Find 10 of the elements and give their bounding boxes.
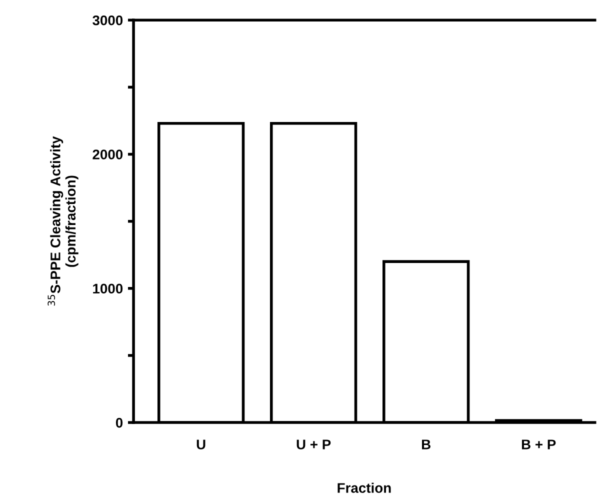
y-tick-label: 2000	[92, 150, 123, 160]
x-tick-label: B + P	[522, 440, 556, 450]
y-tick-label: 3000	[92, 15, 123, 26]
y-tick-label: 1000	[93, 284, 123, 294]
x-tick-label: B	[422, 440, 430, 450]
x-axis-title: Fraction	[338, 482, 391, 493]
x-tick-label: U	[196, 440, 206, 450]
y-axis-title: $^{35}$S-PPE Cleaving Activity (cpm/fraction)	[48, 136, 78, 306]
x-tick-label: U + P	[296, 440, 331, 450]
y-tick-label: 0	[116, 418, 123, 428]
